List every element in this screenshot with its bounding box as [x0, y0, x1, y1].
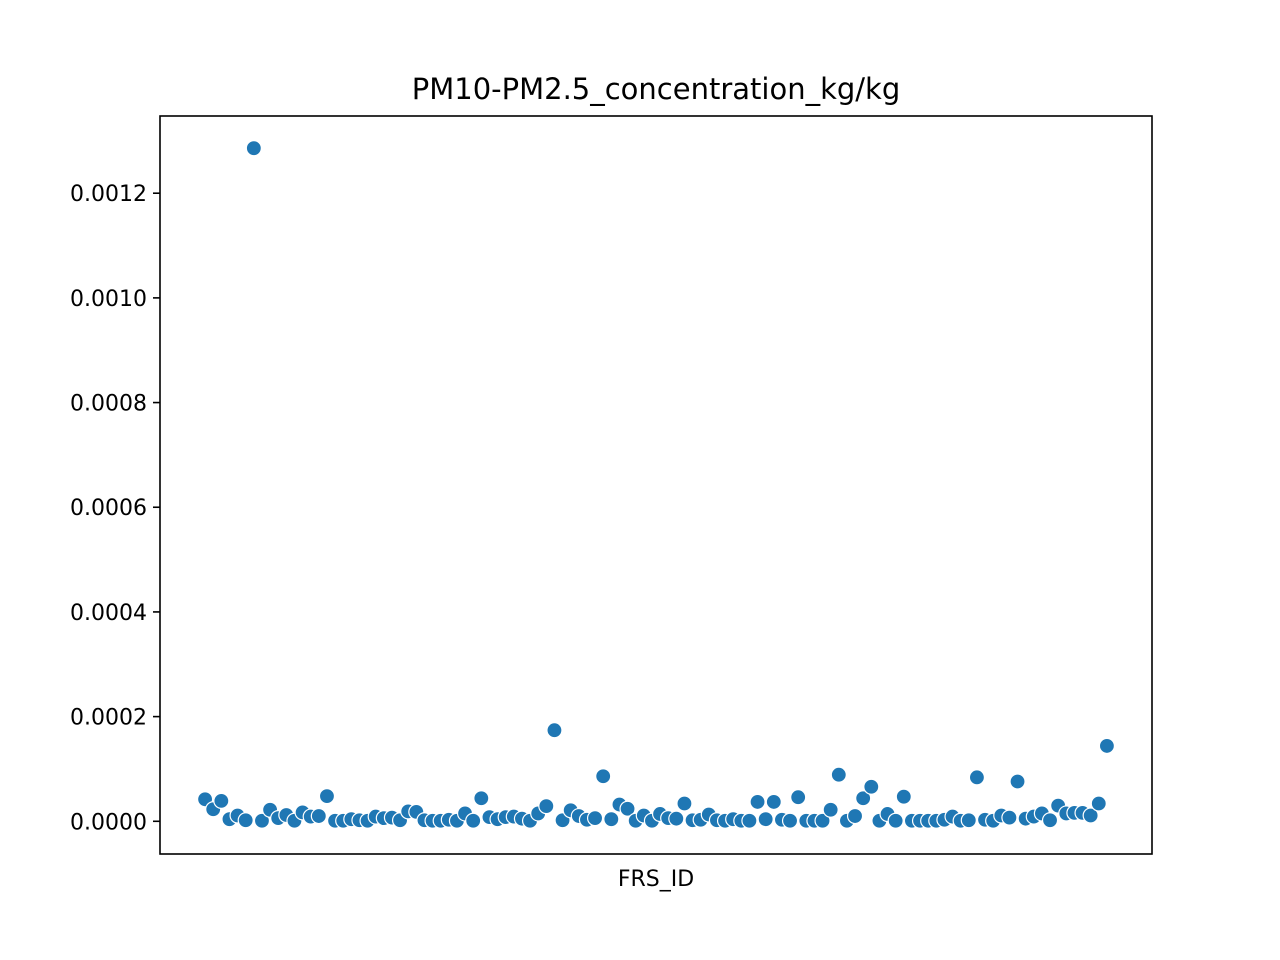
- data-point: [1041, 812, 1059, 829]
- y-tick-label: 0.0006: [70, 496, 147, 521]
- data-point: [968, 769, 986, 786]
- data-point: [676, 795, 693, 812]
- data-point: [749, 793, 766, 811]
- data-point: [595, 768, 612, 785]
- data-point: [822, 801, 839, 818]
- data-point: [465, 812, 482, 829]
- data-point: [538, 798, 555, 815]
- data-point: [846, 807, 864, 825]
- y-tick-label: 0.0000: [70, 810, 147, 835]
- x-axis-label: FRS_ID: [618, 867, 694, 892]
- data-point: [790, 789, 807, 806]
- y-tick-label: 0.0002: [70, 706, 147, 731]
- data-point: [1009, 773, 1026, 790]
- data-point: [237, 812, 254, 829]
- y-tick-label: 0.0008: [70, 392, 147, 417]
- data-point: [855, 790, 872, 807]
- y-tick-label: 0.0012: [70, 182, 147, 207]
- chart-title: PM10-PM2.5_concentration_kg/kg: [412, 72, 901, 106]
- data-point: [814, 812, 831, 829]
- data-point: [253, 812, 271, 829]
- y-axis: 0.0000 0.0002 0.0004 0.0006 0.0008 0.0010 0.00…: [70, 182, 160, 835]
- data-point: [668, 810, 685, 827]
- data-point: [895, 788, 912, 805]
- data-point: [546, 722, 563, 739]
- data-point: [603, 811, 620, 828]
- data-point: [887, 812, 904, 829]
- data-point: [245, 140, 262, 157]
- plot-frame: [159, 115, 1153, 855]
- data-point: [213, 792, 230, 809]
- data-point: [757, 811, 774, 828]
- data-point: [619, 800, 636, 817]
- data-point: [473, 790, 490, 807]
- data-points: [196, 140, 1116, 829]
- data-point: [1098, 737, 1116, 755]
- y-tick-label: 0.0010: [70, 287, 147, 312]
- data-point: [960, 812, 977, 829]
- data-point: [1001, 809, 1018, 826]
- data-point: [765, 793, 782, 811]
- data-point: [1082, 807, 1099, 824]
- data-point: [318, 788, 336, 805]
- y-tick-label: 0.0004: [70, 601, 147, 626]
- data-point: [781, 812, 799, 829]
- data-point: [1090, 795, 1107, 812]
- data-point: [741, 812, 758, 829]
- data-point: [863, 778, 880, 795]
- data-point: [586, 810, 604, 827]
- data-point: [310, 807, 327, 825]
- data-point: [830, 766, 847, 783]
